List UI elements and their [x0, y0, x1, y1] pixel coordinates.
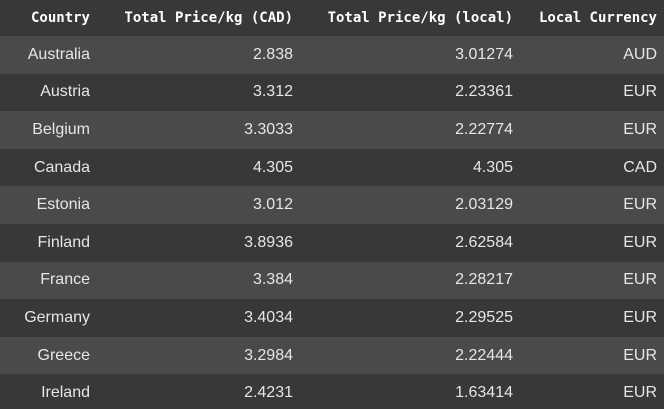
cell-total-price-local: 2.62584 [455, 233, 513, 251]
cell-total-price-local: 2.03129 [455, 196, 513, 214]
cell-local-currency: EUR [623, 83, 657, 101]
cell-local-currency: EUR [623, 196, 657, 214]
cell-country: Australia [27, 45, 90, 63]
cell-total-price-cad: 3.312 [252, 83, 293, 101]
table-row: Canada 4.305 4.305 CAD [0, 148, 664, 187]
table-row: Austria 3.312 2.23361 EUR [0, 73, 664, 112]
cell-country: Canada [33, 158, 90, 176]
cell-total-price-local: 2.22444 [455, 346, 513, 364]
table-header: Country Total Price/kg (CAD) Total Price… [0, 0, 664, 36]
cell-country: Belgium [32, 120, 90, 138]
cell-country: Greece [37, 346, 90, 364]
cell-total-price-local: 1.63414 [455, 384, 513, 402]
cell-local-currency: AUD [623, 45, 657, 63]
cell-country: Austria [40, 83, 90, 101]
cell-local-currency: EUR [623, 346, 657, 364]
table-row: Germany 3.4034 2.29525 EUR [0, 299, 664, 337]
cell-total-price-local: 2.29525 [455, 308, 513, 326]
column-header-total-price-cad: Total Price/kg (CAD) [124, 10, 293, 26]
cell-total-price-local: 3.01274 [455, 45, 513, 63]
table-row: Belgium 3.3033 2.22774 EUR [0, 111, 664, 149]
cell-total-price-local: 2.28217 [455, 271, 513, 289]
cell-country: Finland [37, 233, 90, 251]
cell-total-price-cad: 4.305 [252, 158, 293, 176]
table-row: Estonia 3.012 2.03129 EUR [0, 186, 664, 224]
cell-total-price-local: 2.23361 [455, 83, 513, 101]
cell-local-currency: EUR [623, 233, 657, 251]
table-row: Ireland 2.4231 1.63414 EUR [0, 374, 664, 409]
table-row: France 3.384 2.28217 EUR [0, 261, 664, 300]
cell-total-price-cad: 3.012 [252, 196, 293, 214]
cell-total-price-cad: 2.838 [252, 45, 293, 63]
header-row: Country Total Price/kg (CAD) Total Price… [0, 0, 664, 36]
cell-local-currency: EUR [623, 271, 657, 289]
cell-total-price-local: 2.22774 [455, 120, 513, 138]
cell-total-price-cad: 3.384 [252, 271, 293, 289]
cell-total-price-cad: 3.8936 [244, 233, 293, 251]
cell-country: Estonia [36, 196, 90, 214]
column-header-local-currency: Local Currency [538, 10, 657, 26]
cell-total-price-local: 4.305 [472, 158, 513, 176]
cell-local-currency: EUR [623, 384, 657, 402]
cell-country: Ireland [41, 384, 90, 402]
cell-total-price-cad: 3.3033 [244, 120, 293, 138]
cell-total-price-cad: 3.4034 [244, 308, 293, 326]
column-header-country: Country [30, 10, 90, 26]
cell-local-currency: CAD [623, 158, 657, 176]
cell-local-currency: EUR [623, 120, 657, 138]
column-header-total-price-local: Total Price/kg (local) [327, 10, 513, 26]
cell-local-currency: EUR [623, 308, 657, 326]
table-row: Greece 3.2984 2.22444 EUR [0, 336, 664, 375]
cell-total-price-cad: 2.4231 [244, 384, 293, 402]
table-row: Australia 2.838 3.01274 AUD [0, 36, 664, 74]
table-body: Australia 2.838 3.01274 AUD Austria 3.31… [0, 36, 664, 409]
table-row: Finland 3.8936 2.62584 EUR [0, 223, 664, 262]
cell-total-price-cad: 3.2984 [244, 346, 293, 364]
cell-country: Germany [24, 308, 90, 326]
cell-country: France [40, 271, 90, 289]
